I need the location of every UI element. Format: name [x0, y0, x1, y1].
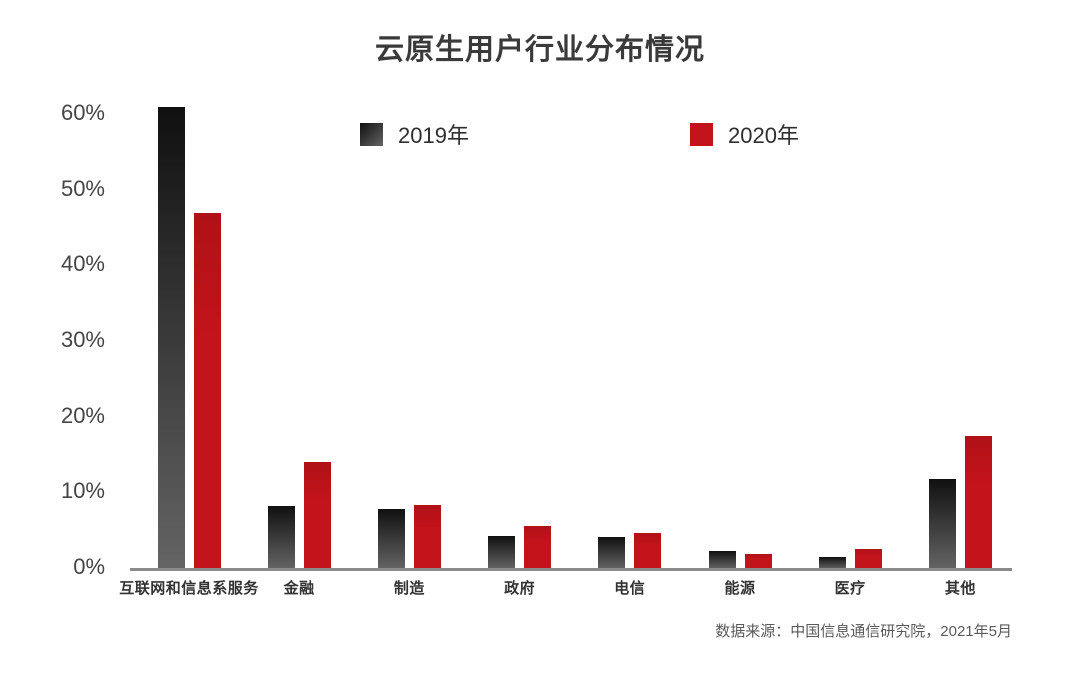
bar-2019 [598, 537, 626, 569]
x-axis-line [130, 568, 1012, 571]
x-axis-label: 能源 [724, 580, 756, 597]
legend-swatch-2020 [690, 122, 713, 146]
x-axis-label: 政府 [504, 580, 536, 597]
x-axis-label: 金融 [283, 580, 315, 597]
y-axis-tick-label: 0% [73, 554, 105, 579]
legend-swatch-2019 [360, 122, 383, 146]
legend-label-2020: 2020年 [728, 123, 799, 148]
x-axis-label: 医疗 [834, 580, 866, 597]
legend-item-2019: 2019年 [360, 120, 469, 148]
source-note: 数据来源：中国信息通信研究院，2021年5月 [715, 623, 1012, 640]
bar-2020 [524, 525, 552, 569]
bar-2020 [964, 435, 992, 569]
x-axis-label: 电信 [614, 580, 646, 597]
bar-2020 [303, 462, 331, 569]
y-axis-tick-label: 10% [60, 478, 105, 504]
bar-2020 [744, 553, 772, 569]
bar-2019 [488, 536, 516, 569]
y-axis-tick-label: 60% [60, 100, 105, 125]
bar-2019 [928, 478, 956, 569]
x-axis-label: 制造 [393, 580, 425, 597]
bar-2020 [413, 505, 441, 569]
bar-2019 [708, 550, 736, 569]
bar-2019 [377, 509, 405, 569]
y-axis-tick-label: 50% [60, 175, 105, 201]
bar-2019 [157, 107, 185, 569]
bar-2019 [818, 556, 846, 569]
legend-item-2020: 2020年 [690, 120, 799, 148]
bar-2020 [193, 213, 221, 569]
y-axis-tick-label: 20% [60, 402, 105, 428]
bar-2019 [267, 506, 295, 569]
y-axis-tick-label: 40% [60, 251, 105, 277]
y-axis-tick-label: 30% [60, 327, 105, 352]
bar-2020 [854, 549, 882, 569]
legend-label-2019: 2019年 [398, 123, 469, 148]
chart-title: 云原生用户行业分布情况 [374, 34, 705, 66]
x-axis-label: 互联网和信息系服务 [119, 580, 259, 597]
bar-2020 [634, 533, 662, 569]
x-axis-label: 其他 [944, 580, 976, 597]
